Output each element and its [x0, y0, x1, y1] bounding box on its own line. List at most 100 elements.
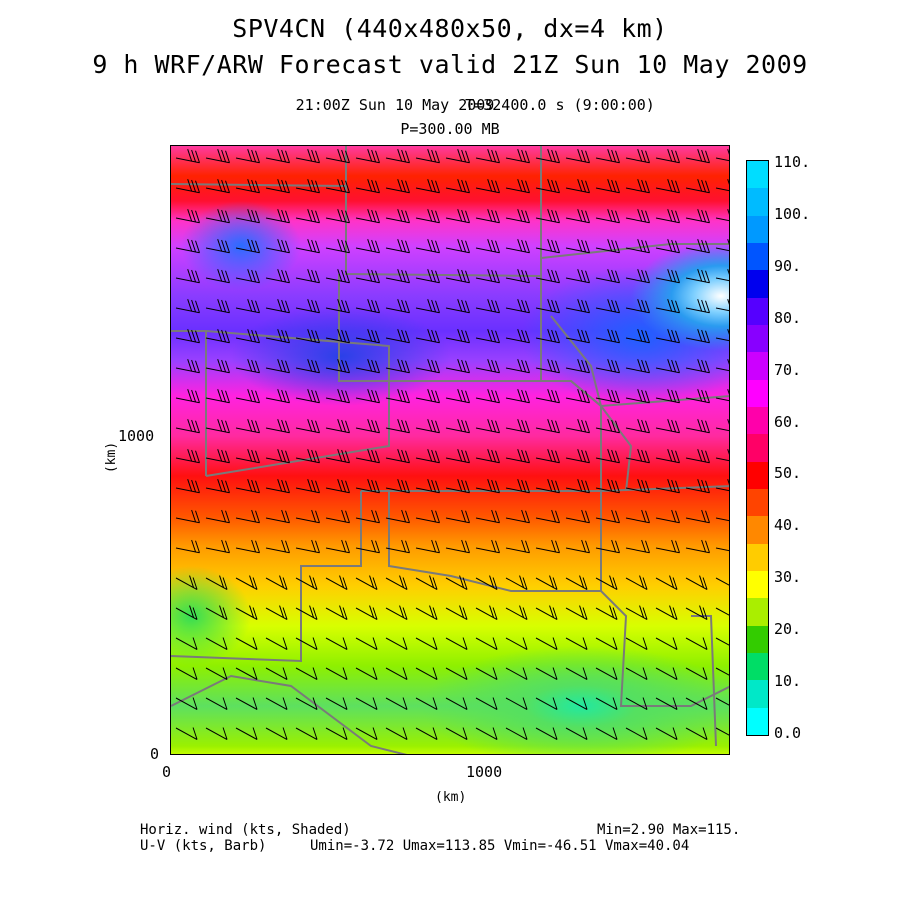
x-tick-0: 0: [162, 763, 172, 781]
boundary-wyoming: [171, 330, 207, 476]
wind-barb: [625, 637, 648, 650]
wind-barb: [715, 577, 729, 586]
wind-barb: [415, 539, 440, 554]
wind-barb: [325, 637, 348, 650]
wind-barb: [505, 479, 530, 494]
wind-barb: [625, 329, 650, 344]
wind-barb: [535, 539, 560, 554]
wind-barb: [595, 479, 620, 494]
wind-barb: [475, 575, 498, 590]
colorbar-swatch: [747, 434, 768, 462]
wind-barb: [295, 419, 320, 434]
wind-barb: [355, 667, 378, 680]
wind-barb: [685, 299, 710, 314]
wind-barb: [325, 449, 350, 464]
wind-barb: [295, 605, 318, 620]
wind-barb: [385, 209, 410, 224]
wind-barb: [205, 449, 230, 464]
wind-barb: [505, 329, 530, 344]
wind-barb: [565, 239, 590, 254]
wind-barb: [265, 697, 288, 710]
wind-barb: [445, 727, 468, 740]
wind-barb: [535, 637, 558, 650]
wind-barb: [445, 697, 468, 710]
wind-barb: [475, 209, 500, 224]
wind-barb: [655, 575, 678, 590]
colorbar-swatch: [747, 407, 768, 435]
wind-barb: [625, 727, 648, 740]
colorbar-swatch: [747, 352, 768, 380]
wind-barb: [445, 149, 470, 164]
wind-barb: [415, 667, 438, 680]
wind-barb: [445, 575, 468, 590]
wind-barb: [505, 149, 530, 164]
wind-barb: [685, 575, 708, 590]
wind-barb: [355, 299, 380, 314]
wind-barb: [445, 329, 470, 344]
y-tick-0: 0: [150, 745, 160, 763]
wind-barb: [655, 239, 680, 254]
wind-barb: [235, 359, 260, 374]
wind-barb: [265, 299, 290, 314]
wind-barb: [625, 605, 648, 620]
subtitle-level: P=300.00 MB: [400, 120, 500, 138]
colorbar-label: 80.: [774, 308, 802, 327]
wind-barb: [175, 605, 198, 620]
wind-barb: [355, 575, 378, 590]
wind-barb: [535, 149, 560, 164]
wind-barb: [475, 605, 498, 620]
wind-barb: [445, 637, 468, 650]
wind-barb: [235, 539, 260, 554]
colorbar-label: 10.: [774, 672, 802, 691]
boundary-louisiana: [600, 590, 729, 707]
wind-barb: [565, 509, 590, 524]
wind-barb: [205, 479, 230, 494]
wind-barb: [625, 697, 648, 710]
wind-barb: [265, 509, 290, 524]
wind-barb: [175, 329, 200, 344]
colorbar-swatch: [747, 543, 768, 572]
wind-barb: [535, 509, 560, 524]
colorbar: [746, 160, 769, 736]
wind-barb: [715, 179, 729, 192]
wind-barb: [385, 389, 410, 404]
wind-barb: [595, 539, 620, 554]
colorbar-swatch: [747, 325, 768, 353]
wind-barb: [655, 667, 678, 680]
wind-barb: [415, 479, 440, 494]
wind-barb: [475, 509, 500, 524]
wind-barb: [265, 359, 290, 374]
wind-barb: [715, 209, 729, 222]
wind-barb: [355, 359, 380, 374]
wind-barb: [325, 539, 350, 554]
wind-barb: [295, 697, 318, 710]
wind-barb: [295, 539, 320, 554]
wind-barbs: [175, 149, 729, 740]
wind-barb: [715, 359, 729, 372]
wind-barb: [175, 727, 198, 740]
wind-barb: [595, 149, 620, 164]
wind-barb: [655, 329, 680, 344]
wind-barb: [235, 637, 258, 650]
wind-barb: [475, 299, 500, 314]
wind-barb: [415, 179, 440, 194]
subtitle-time: 21:00Z Sun 10 May 2009: [295, 96, 495, 114]
wind-barb: [205, 149, 230, 164]
wind-barb: [595, 299, 620, 314]
boundary-gulf: [171, 674, 408, 754]
wind-barb: [715, 607, 729, 616]
wind-barb: [445, 389, 470, 404]
wind-barb: [565, 389, 590, 404]
boundary-kansas: [361, 380, 602, 492]
wind-barb: [535, 479, 560, 494]
wind-barb: [625, 449, 650, 464]
wind-barb: [475, 269, 500, 284]
wind-barb: [655, 149, 680, 164]
wind-barb: [385, 479, 410, 494]
wind-barb: [385, 179, 410, 194]
wind-barb: [475, 149, 500, 164]
wind-barb: [205, 605, 228, 620]
wind-barb: [475, 239, 500, 254]
wind-barb: [325, 667, 348, 680]
wind-barb: [385, 727, 408, 740]
